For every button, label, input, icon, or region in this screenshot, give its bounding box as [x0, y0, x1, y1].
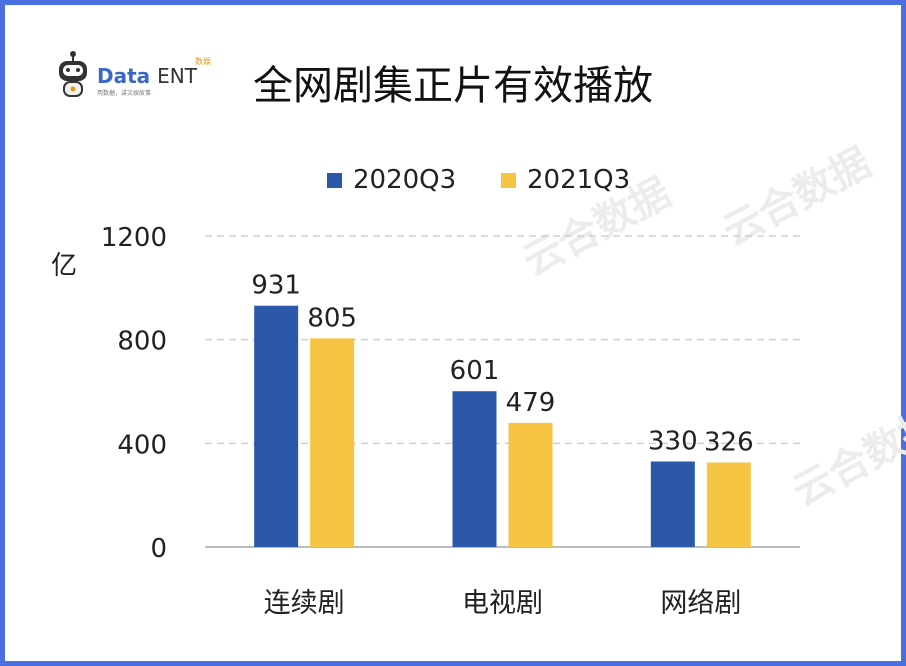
x-tick-label: 网络剧 — [660, 588, 741, 619]
robot-icon — [59, 51, 87, 97]
logo-text: Data ENT — [97, 64, 197, 88]
data-label: 326 — [704, 428, 754, 458]
data-label: 931 — [251, 271, 301, 301]
bar — [650, 461, 695, 547]
x-tick-label: 连续剧 — [264, 588, 345, 619]
y-tick-label: 800 — [117, 327, 167, 357]
legend-swatch-2021 — [501, 173, 516, 188]
y-tick-label: 400 — [117, 430, 167, 460]
data-label: 805 — [307, 303, 357, 333]
logo: Data ENT 数娱 用数据，讲文娱故事 — [55, 50, 225, 102]
logo-badge: 数娱 — [195, 57, 211, 66]
chart-title: 全网剧集正片有效播放 — [253, 63, 653, 109]
data-label: 601 — [450, 356, 500, 386]
bar — [706, 462, 751, 547]
data-label: 479 — [506, 388, 556, 418]
bar — [310, 338, 355, 547]
legend-swatch-2020 — [327, 173, 342, 188]
legend-label-2020: 2020Q3 — [353, 165, 457, 195]
bar — [254, 305, 299, 547]
x-tick-label: 电视剧 — [462, 588, 543, 619]
y-tick-label: 1200 — [101, 223, 167, 253]
legend-label-2021: 2021Q3 — [527, 165, 631, 195]
bar — [452, 391, 497, 547]
logo-tagline: 用数据，讲文娱故事 — [97, 90, 152, 97]
y-tick-label: 0 — [150, 534, 167, 564]
y-axis-unit: 亿 — [51, 251, 78, 281]
logo-brand-suffix: ENT — [157, 64, 197, 88]
data-label: 330 — [648, 426, 698, 456]
logo-brand: Data — [97, 64, 151, 88]
bar — [508, 422, 553, 547]
